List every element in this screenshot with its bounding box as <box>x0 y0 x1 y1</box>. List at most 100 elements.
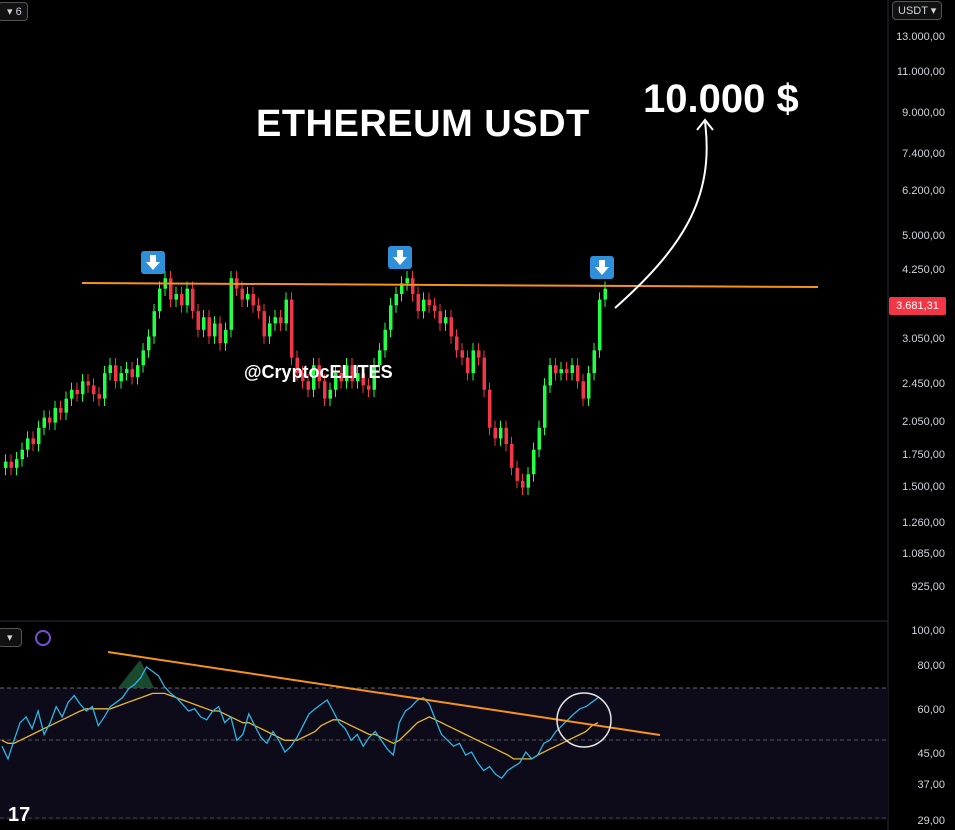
candle-body <box>92 385 96 395</box>
candle-body <box>499 427 503 439</box>
candle-body <box>504 427 508 444</box>
candle-body <box>81 381 85 395</box>
candle-body <box>70 389 74 399</box>
candle-body <box>510 443 514 468</box>
candle-body <box>411 278 415 295</box>
candle-body <box>306 381 310 390</box>
indicator-settings-icon[interactable] <box>35 630 51 646</box>
rsi-band <box>0 688 888 820</box>
rsi-tick-label: 60,00 <box>917 704 945 716</box>
candle-body <box>543 385 547 428</box>
rsi-tick-label: 37,00 <box>917 779 945 791</box>
candle-body <box>295 357 299 374</box>
candle-body <box>378 350 382 366</box>
candle-body <box>108 365 112 374</box>
candle-body <box>312 365 316 390</box>
down-arrow-marker-icon <box>590 256 614 279</box>
candle-body <box>180 294 184 306</box>
candle-body <box>405 278 409 284</box>
rsi-breakout-circle <box>556 692 612 748</box>
rsi-ma-line <box>1 692 599 760</box>
candle-body <box>356 373 360 382</box>
candle-body <box>15 459 19 468</box>
target-price: 10.000 $ <box>643 77 799 121</box>
candle-body <box>147 336 151 351</box>
candle-body <box>581 381 585 399</box>
candle-body <box>526 474 530 488</box>
target-arrowhead <box>696 118 714 131</box>
candle-body <box>328 389 332 399</box>
candle-body <box>477 350 481 358</box>
candle-body <box>152 311 156 337</box>
candle-body <box>449 317 453 337</box>
price-tick-label: 2.050,00 <box>902 415 945 428</box>
candle-body <box>64 398 68 413</box>
candle-body <box>185 288 189 306</box>
tab-number: 6 <box>15 6 22 18</box>
candle-body <box>367 385 371 390</box>
candle-body <box>559 369 563 374</box>
candle-body <box>48 417 52 423</box>
candle-body <box>301 373 305 382</box>
candle-body <box>383 329 387 351</box>
candle-body <box>570 365 574 374</box>
rsi-tick-label: 29,00 <box>917 815 945 827</box>
candle-body <box>427 299 431 306</box>
candle-body <box>444 317 448 324</box>
price-tick-label: 1.085,00 <box>902 548 945 561</box>
tradingview-logo-icon: 17 <box>8 804 31 826</box>
candle-body <box>279 317 283 324</box>
candle-body <box>246 294 250 300</box>
candle-body <box>130 369 134 378</box>
tab-counter[interactable]: ▾ 6 <box>0 2 28 21</box>
candle-body <box>191 288 195 312</box>
candle-body <box>268 323 272 337</box>
candle-body <box>482 357 486 390</box>
down-arrow-marker-icon <box>141 251 165 274</box>
price-tick-label: 7.400,00 <box>902 148 945 161</box>
candle-body <box>207 317 211 337</box>
target-arrow <box>614 121 708 309</box>
candle-body <box>361 373 365 386</box>
candle-body <box>262 311 266 337</box>
currency-label: USDT <box>898 5 928 17</box>
candle-body <box>224 329 228 344</box>
rsi-tick-label: 80,00 <box>917 660 945 672</box>
candle-body <box>141 350 145 366</box>
candle-body <box>334 373 338 390</box>
candle-body <box>350 365 354 382</box>
rsi-line <box>1 666 599 780</box>
candle-body <box>26 438 30 450</box>
candle-body <box>587 373 591 399</box>
candle-body <box>169 278 173 300</box>
candle-body <box>290 299 294 358</box>
price-tick-label: 6.200,00 <box>902 185 945 198</box>
candle-body <box>433 305 437 312</box>
price-tick-label: 13.000,00 <box>896 30 945 43</box>
candle-body <box>158 288 162 312</box>
candle-body <box>466 357 470 374</box>
candle-body <box>598 299 602 351</box>
candle-body <box>229 278 233 330</box>
candle-body <box>339 373 343 382</box>
candle-body <box>53 407 57 423</box>
candle-body <box>240 288 244 300</box>
candle-body <box>196 311 200 330</box>
rsi-tick-label: 100,00 <box>911 625 945 637</box>
candle-body <box>273 317 277 324</box>
candle-body <box>455 336 459 351</box>
down-arrow-marker-icon <box>388 246 412 269</box>
price-tick-label: 1.750,00 <box>902 448 945 461</box>
indicator-collapse-button[interactable]: ▾ <box>0 628 22 647</box>
candle-body <box>416 294 420 312</box>
candle-body <box>554 365 558 374</box>
currency-selector[interactable]: USDT ▾ <box>892 1 943 20</box>
candle-body <box>103 373 107 399</box>
candle-body <box>20 449 24 460</box>
candle-body <box>323 381 327 399</box>
rsi-overbought-fill <box>118 660 154 688</box>
candle-body <box>537 427 541 450</box>
candle-body <box>422 299 426 312</box>
price-tick-label: 11.000,00 <box>896 65 945 78</box>
